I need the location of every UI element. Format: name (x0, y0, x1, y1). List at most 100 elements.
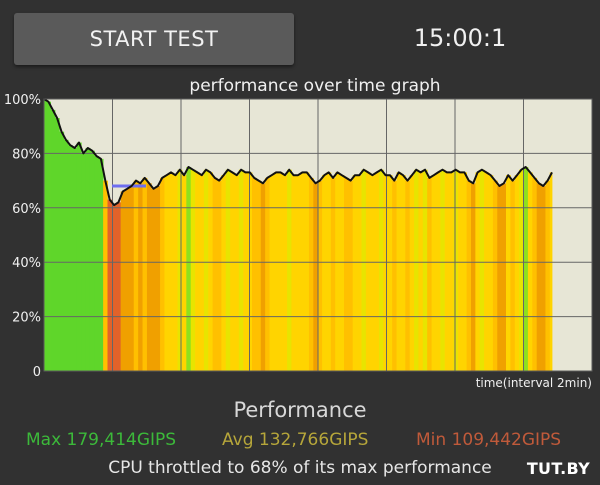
performance-band (208, 172, 214, 371)
performance-band (146, 183, 152, 371)
performance-band (453, 169, 459, 371)
performance-band (506, 175, 511, 371)
performance-bands (44, 99, 553, 371)
performance-band (396, 172, 402, 371)
performance-band (523, 167, 529, 371)
performance-band (181, 175, 187, 371)
performance-band (265, 177, 270, 371)
performance-band (510, 180, 516, 371)
performance-band (418, 172, 424, 371)
performance-band (203, 169, 209, 371)
x-axis-label: time(interval 2min) (475, 376, 592, 390)
performance-band (387, 175, 393, 371)
graph-title: performance over time graph (189, 76, 441, 96)
performance-band (68, 145, 73, 371)
performance-band (63, 139, 69, 371)
performance-band (409, 175, 415, 371)
performance-band (357, 175, 362, 371)
performance-band (164, 175, 170, 371)
performance-band (339, 175, 345, 371)
performance-graph: 100% 80% 60% 40% 20% 0 (4, 93, 593, 377)
performance-band (541, 186, 546, 371)
performance-band (186, 167, 192, 371)
performance-band (111, 205, 117, 371)
performance-band (330, 177, 336, 371)
performance-band (422, 169, 428, 371)
performance-band (195, 172, 200, 371)
performance-band (308, 177, 314, 371)
performance-band (470, 183, 476, 371)
performance-band (54, 118, 60, 371)
performance-band (304, 172, 310, 371)
performance-band (252, 177, 257, 371)
performance-band (212, 177, 218, 371)
performance-band (76, 142, 82, 371)
performance-band (532, 177, 538, 371)
performance-band (260, 183, 266, 371)
performance-band (129, 186, 135, 371)
y-tick-label: 0 (33, 365, 41, 377)
performance-line (43, 98, 553, 207)
performance-band (427, 177, 432, 371)
y-tick-label: 80% (12, 147, 41, 162)
performance-band (133, 180, 139, 371)
y-axis-labels: 100% 80% 60% 40% 20% 0 (4, 93, 41, 377)
performance-band (392, 180, 397, 371)
performance-band (243, 172, 249, 371)
performance-band (59, 131, 65, 371)
performance-band (501, 183, 507, 371)
performance-band (103, 180, 108, 371)
performance-band (116, 202, 122, 371)
start-test-button[interactable]: START TEST (14, 13, 294, 65)
performance-band (173, 175, 178, 371)
performance-band (278, 172, 284, 371)
performance-band (221, 175, 227, 371)
performance-band (46, 101, 51, 371)
max-stat: Max 179,414GIPS (26, 430, 177, 450)
y-tick-label: 60% (12, 202, 41, 217)
performance-band (238, 169, 244, 371)
performance-band (343, 177, 349, 371)
performance-band (94, 156, 100, 371)
y-tick-label: 20% (12, 311, 41, 326)
performance-band (462, 172, 468, 371)
performance-band (335, 172, 341, 371)
performance-band (374, 172, 380, 371)
performance-band (549, 172, 553, 371)
performance-band (190, 169, 196, 371)
performance-band (44, 99, 47, 371)
performance-band (365, 172, 371, 371)
performance-band (536, 183, 542, 371)
performance-band (379, 169, 384, 371)
performance-band (317, 180, 323, 371)
performance-band (291, 175, 297, 371)
performance-band (85, 147, 91, 371)
performance-band (160, 177, 165, 371)
performance-band (475, 172, 481, 371)
performance-band (370, 175, 376, 371)
performance-band (98, 158, 104, 371)
performance-band (497, 186, 503, 371)
performance-band (514, 175, 520, 371)
performance-band (492, 180, 498, 371)
performance-band (287, 169, 292, 371)
throttle-message: CPU throttled to 68% of its max performa… (108, 458, 492, 478)
performance-band (322, 175, 327, 371)
performance-band (348, 180, 354, 371)
performance-band (300, 172, 305, 371)
performance-band (273, 172, 279, 371)
performance-band (142, 177, 148, 371)
performance-band (457, 172, 463, 371)
performance-band (50, 109, 56, 371)
performance-band (120, 191, 126, 371)
timer: 15:00:1 (413, 24, 507, 52)
performance-band (313, 183, 319, 371)
performance-band (155, 186, 161, 371)
avg-stat: Avg 132,766GIPS (222, 430, 369, 450)
performance-band (225, 169, 231, 371)
performance-band (383, 175, 389, 371)
performance-band (269, 175, 275, 371)
performance-band (414, 169, 419, 371)
performance-band (352, 175, 358, 371)
performance-band (230, 172, 235, 371)
